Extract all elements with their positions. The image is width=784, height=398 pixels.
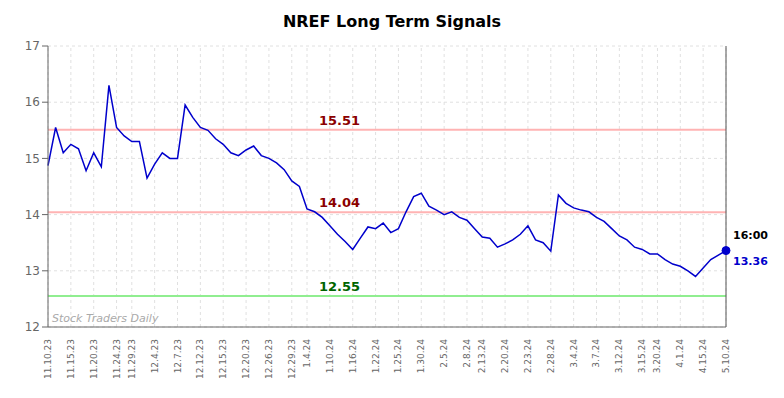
- svg-text:1.25.24: 1.25.24: [393, 339, 403, 374]
- svg-text:12.4.23: 12.4.23: [150, 339, 160, 373]
- svg-text:11.29.23: 11.29.23: [127, 339, 137, 379]
- svg-text:12.26.23: 12.26.23: [264, 339, 274, 379]
- svg-text:12.55: 12.55: [319, 279, 360, 294]
- svg-text:1.16.24: 1.16.24: [348, 339, 358, 374]
- svg-text:1.10.24: 1.10.24: [325, 339, 335, 374]
- svg-text:16:00: 16:00: [733, 229, 768, 242]
- svg-text:13.36: 13.36: [733, 255, 768, 268]
- svg-text:3.12.24: 3.12.24: [614, 339, 624, 374]
- svg-text:13: 13: [25, 264, 40, 278]
- html-text:NREF Long Term Signals: NREF Long Term Signals: [282, 12, 502, 31]
- svg-text:5.10.24: 5.10.24: [721, 339, 731, 374]
- svg-text:14: 14: [25, 208, 40, 222]
- svg-text:1.4.24: 1.4.24: [302, 339, 312, 368]
- svg-text:4.1.24: 4.1.24: [675, 339, 685, 368]
- svg-text:11.10.23: 11.10.23: [43, 339, 53, 379]
- svg-text:15.51: 15.51: [319, 113, 360, 128]
- svg-text:12.15.23: 12.15.23: [218, 339, 228, 379]
- svg-text:11.15.23: 11.15.23: [66, 339, 76, 379]
- svg-text:2.20.24: 2.20.24: [500, 339, 510, 374]
- svg-text:12.29.23: 12.29.23: [287, 339, 297, 379]
- svg-text:15: 15: [25, 152, 40, 166]
- svg-text:2.23.24: 2.23.24: [523, 339, 533, 374]
- svg-text:1.22.24: 1.22.24: [371, 339, 381, 374]
- svg-text:14.04: 14.04: [319, 195, 360, 210]
- svg-text:3.20.24: 3.20.24: [652, 339, 662, 374]
- svg-text:3.7.24: 3.7.24: [591, 339, 601, 368]
- svg-text:2.5.24: 2.5.24: [439, 339, 449, 368]
- svg-text:12.7.23: 12.7.23: [173, 339, 183, 373]
- svg-text:2.8.24: 2.8.24: [462, 339, 472, 368]
- svg-text:2.13.24: 2.13.24: [477, 339, 487, 374]
- svg-text:12: 12: [25, 320, 40, 334]
- svg-text:1.30.24: 1.30.24: [416, 339, 426, 374]
- svg-text:12.20.23: 12.20.23: [241, 339, 251, 379]
- svg-text:Stock Traders Daily: Stock Traders Daily: [52, 312, 159, 325]
- svg-text:3.15.24: 3.15.24: [637, 339, 647, 374]
- svg-text:11.24.23: 11.24.23: [112, 339, 122, 379]
- svg-text:4.15.24: 4.15.24: [698, 339, 708, 374]
- svg-text:16: 16: [25, 95, 40, 109]
- svg-text:11.20.23: 11.20.23: [89, 339, 99, 379]
- svg-text:12.12.23: 12.12.23: [195, 339, 205, 379]
- svg-text:17: 17: [25, 39, 40, 53]
- svg-text:3.4.24: 3.4.24: [569, 339, 579, 368]
- svg-text:2.28.24: 2.28.24: [546, 339, 556, 374]
